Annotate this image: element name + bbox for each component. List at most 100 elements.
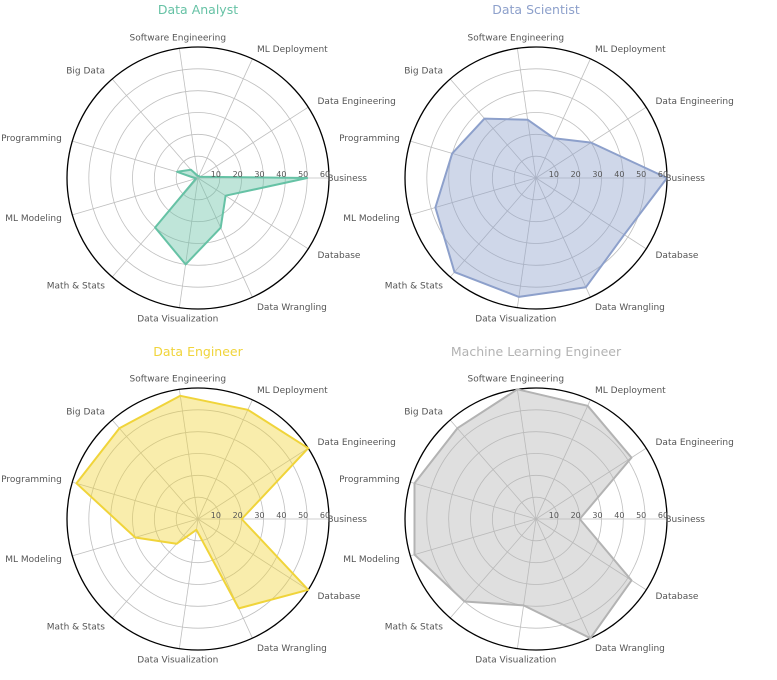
axis-label-ml-deployment: ML Deployment [257,386,328,396]
grid-spoke [535,518,591,639]
radial-tick-label: 40 [276,170,286,179]
grid-spoke [197,399,253,520]
grid-spoke [178,48,199,179]
grid-spoke [111,419,199,520]
axis-label-software-engineering: Software Engineering [468,33,565,43]
axis-label-math-and-stats: Math & Stats [385,281,444,291]
axis-label-big-data: Big Data [404,67,443,77]
axis-label-data-wrangling: Data Wrangling [257,644,327,654]
radial-tick-label: 20 [233,170,243,179]
grid-spoke [197,518,253,639]
radial-tick-label: 30 [254,170,264,179]
axis-label-software-engineering: Software Engineering [130,33,227,43]
grid-spoke [410,140,537,179]
radial-tick-label: 20 [233,511,243,520]
series-polygon [413,388,633,640]
axis-label-big-data: Big Data [404,408,443,418]
grid-spoke [516,518,537,649]
axis-label-software-engineering: Software Engineering [130,374,227,384]
grid-spoke [111,78,199,179]
axis-label-programming: Programming [339,134,400,144]
axis-label-programming: Programming [339,475,400,485]
grid-spoke [410,481,537,520]
grid-spoke [449,419,537,520]
grid-spoke [535,177,647,250]
radial-tick-label: 40 [614,170,624,179]
grid-spoke [516,48,537,179]
axis-label-data-engineering: Data Engineering [318,97,396,107]
radial-tick-label: 30 [592,170,602,179]
grid-spoke [178,518,199,649]
polar-frame [404,387,668,651]
series-polygon [434,117,668,298]
grid-spoke [535,399,591,520]
radial-tick-label: 60 [320,511,330,520]
radial-tick-label: 50 [298,511,308,520]
axis-label-database: Database [656,251,699,261]
axis-label-data-engineering: Data Engineering [318,438,396,448]
polar-frame [66,387,330,651]
axis-label-big-data: Big Data [66,67,105,77]
grid-spoke [72,177,199,216]
axis-label-programming: Programming [1,134,62,144]
grid-spoke [197,177,309,250]
axis-label-ml-modeling: ML Modeling [343,555,400,565]
chart-title: Machine Learning Engineer [451,344,622,359]
axis-label-big-data: Big Data [66,408,105,418]
grid-spoke [197,177,253,298]
radial-tick-label: 10 [549,170,559,179]
radial-tick-label: 30 [592,511,602,520]
grid-spoke [178,389,199,520]
axis-label-database: Database [656,592,699,602]
radial-tick-label: 20 [571,511,581,520]
axis-label-data-wrangling: Data Wrangling [257,303,327,313]
radial-tick-label: 20 [571,170,581,179]
axis-label-math-and-stats: Math & Stats [47,622,106,632]
radial-tick-label: 40 [276,511,286,520]
axis-label-ml-deployment: ML Deployment [595,386,666,396]
axis-label-database: Database [318,592,361,602]
axis-label-data-wrangling: Data Wrangling [595,303,665,313]
axis-label-data-visualization: Data Visualization [137,656,218,666]
grid-spoke [535,177,591,298]
axis-label-ml-modeling: ML Modeling [343,214,400,224]
grid-spoke [516,177,537,308]
axis-label-data-visualization: Data Visualization [475,656,556,666]
grid-spoke [535,447,647,520]
grid-spoke [449,177,537,278]
axis-label-programming: Programming [1,475,62,485]
axis-label-data-visualization: Data Visualization [475,315,556,325]
radial-tick-label: 50 [636,170,646,179]
radial-tick-label: 50 [636,511,646,520]
chart-title: Data Engineer [153,344,243,359]
radial-tick-label: 10 [211,511,221,520]
grid-spoke [72,481,199,520]
radial-tick-label: 30 [254,511,264,520]
radial-tick-label: 60 [658,511,668,520]
grid-spoke [535,58,591,179]
grid-spoke [178,177,199,308]
axis-label-business: Business [327,515,367,525]
grid-spoke [410,177,537,216]
radial-tick-label: 40 [614,511,624,520]
axis-label-data-wrangling: Data Wrangling [595,644,665,654]
axis-label-math-and-stats: Math & Stats [385,622,444,632]
grid-spoke [197,58,253,179]
axis-label-data-engineering: Data Engineering [656,438,734,448]
axis-label-math-and-stats: Math & Stats [47,281,106,291]
axis-label-ml-modeling: ML Modeling [5,555,62,565]
axis-label-data-visualization: Data Visualization [137,315,218,325]
grid-spoke [516,389,537,520]
grid-spoke [111,518,199,619]
grid-spoke [197,518,309,591]
chart-title: Data Scientist [492,2,580,17]
radial-tick-label: 60 [658,170,668,179]
radial-tick-label: 10 [211,170,221,179]
axis-label-ml-deployment: ML Deployment [257,45,328,55]
grid-spoke [197,447,309,520]
